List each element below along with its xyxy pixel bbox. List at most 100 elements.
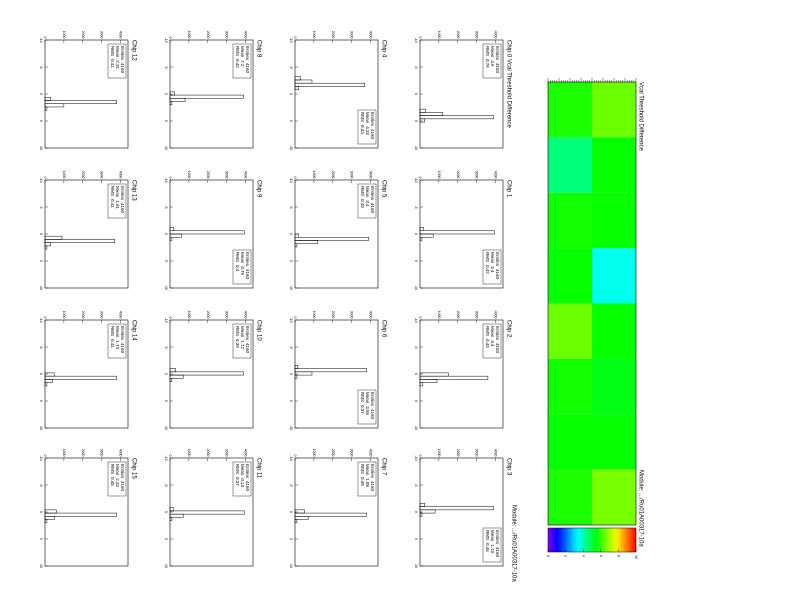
x-tick-label: -5 xyxy=(414,345,418,348)
stats-label: RMS xyxy=(235,464,240,474)
histogram-bin xyxy=(169,230,245,235)
x-tick-label: -5 xyxy=(164,205,168,208)
y-tick-label: 2000 xyxy=(456,311,460,319)
x-tick-label: -10 xyxy=(414,37,418,42)
y-tick-label: 0 xyxy=(43,177,47,179)
stats-value: 4.33 xyxy=(365,126,370,135)
stats-line: Mean 4.6 xyxy=(490,46,495,67)
stats-label: RMS xyxy=(485,252,490,262)
y-tick-label: 1000 xyxy=(187,171,191,179)
panel-title: Chip 12 xyxy=(130,40,136,61)
stats-line: Entries 4160 xyxy=(245,326,250,354)
x-tick-label: -10 xyxy=(164,317,168,322)
y-tick-label: 1000 xyxy=(187,31,191,39)
histogram-bin xyxy=(44,512,117,517)
y-tick-label: 2000 xyxy=(81,171,85,179)
stats-line: RMS 0.42 xyxy=(235,46,240,68)
z-tick-label: 0 xyxy=(546,555,550,557)
x-tick-label: -10 xyxy=(164,455,168,460)
stats-value: 0.48 xyxy=(360,477,365,486)
stats-line: RMS 0.48 xyxy=(360,464,365,486)
stats-line: Mean 0.13 xyxy=(240,464,245,488)
stats-label: Entries xyxy=(245,252,250,267)
y-tick-label: 3000 xyxy=(225,449,229,457)
x-tick-label: -5 xyxy=(414,205,418,208)
y-tick-label: 2000 xyxy=(331,31,335,39)
x-tick-label: 0 xyxy=(164,233,168,235)
histogram-bin xyxy=(419,379,438,383)
stats-label: Mean xyxy=(240,252,245,264)
x-tick-label: -10 xyxy=(414,177,418,182)
stats-value: 3.4 xyxy=(365,200,370,207)
stats-line: RMS 0.41 xyxy=(110,186,115,208)
stats-label: Mean xyxy=(365,392,370,404)
stats-value: 4160 xyxy=(120,343,125,354)
stats-line: Entries 4160 xyxy=(120,186,125,214)
x-tick-label: 10 xyxy=(289,426,293,430)
y-tick-label: 4000 xyxy=(119,449,123,457)
panel-title: Chip 0 Vcal Threshold Difference xyxy=(505,40,511,128)
x-tick-label: 0 xyxy=(164,511,168,513)
stats-line: Entries 4160 xyxy=(120,326,125,354)
stats-line: Entries 4160 xyxy=(370,186,375,214)
stats-line: RMS 0.4 xyxy=(235,252,240,272)
y-tick-label: 1000 xyxy=(312,311,316,319)
stats-line: Mean 7.2 xyxy=(240,46,245,67)
y-tick-label: 3000 xyxy=(350,171,354,179)
stats-line: Entries 4160 xyxy=(495,252,500,280)
histogram-bin xyxy=(44,239,116,243)
stats-value: 0.37 xyxy=(360,405,365,414)
x-tick-label: 0 xyxy=(289,233,293,235)
stats-box xyxy=(107,461,127,497)
y-tick-label: 1000 xyxy=(62,31,66,39)
stats-line: Mean 3.4 xyxy=(365,186,370,207)
y-tick-label: 3000 xyxy=(475,31,479,39)
stats-line: Entries 4160 xyxy=(495,530,500,558)
x-tick-label: -5 xyxy=(164,65,168,68)
stats-label: Mean xyxy=(490,326,495,338)
histogram-bin xyxy=(169,91,175,96)
stats-value: 2.31 xyxy=(115,60,120,69)
stats-line: Entries 4160 xyxy=(495,326,500,354)
stats-value: 3.4 xyxy=(490,340,495,347)
stats-value: 0.41 xyxy=(110,199,115,208)
stats-label: Entries xyxy=(495,252,500,267)
stats-line: Entries 4160 xyxy=(370,464,375,492)
stats-box xyxy=(482,43,502,79)
chip-cell xyxy=(592,82,636,138)
histogram-bin xyxy=(419,233,434,238)
histogram-bin xyxy=(294,240,318,244)
y-tick-label: 1000 xyxy=(437,171,441,179)
x-tick-label: -10 xyxy=(39,177,43,182)
x-tick-label: -5 xyxy=(164,483,168,486)
stats-box xyxy=(232,461,252,497)
stats-value: 1.86 xyxy=(365,478,370,487)
chip-cell xyxy=(592,469,636,525)
x-tick-label: 5 xyxy=(39,260,43,262)
x-tick-label: 10 xyxy=(289,286,293,290)
x-tick-label: 5 xyxy=(289,120,293,122)
histogram-bin xyxy=(44,379,53,383)
stats-label: Entries xyxy=(370,392,375,407)
histogram-bin xyxy=(44,245,48,250)
stats-label: Mean xyxy=(240,464,245,476)
stats-label: Entries xyxy=(370,186,375,201)
stats-value: 1.74 xyxy=(115,340,120,349)
stats-value: 4160 xyxy=(245,343,250,354)
x-tick-label: -5 xyxy=(39,205,43,208)
y-tick-label: 2000 xyxy=(456,171,460,179)
histogram-bin xyxy=(294,86,300,90)
histogram-bin xyxy=(419,230,495,235)
stats-value: 0.4 xyxy=(235,265,240,272)
panel-title: Chip 8 xyxy=(255,40,261,58)
y-tick-label: 0 xyxy=(168,37,172,39)
z-tick-label: 6 xyxy=(599,555,603,557)
stats-line: RMS 0.46 xyxy=(485,530,490,552)
histogram-bin xyxy=(169,233,182,238)
x-tick-label: -10 xyxy=(289,177,293,182)
stats-label: Entries xyxy=(120,464,125,479)
stats-value: 4160 xyxy=(120,481,125,492)
x-tick-label: 10 xyxy=(39,146,43,150)
